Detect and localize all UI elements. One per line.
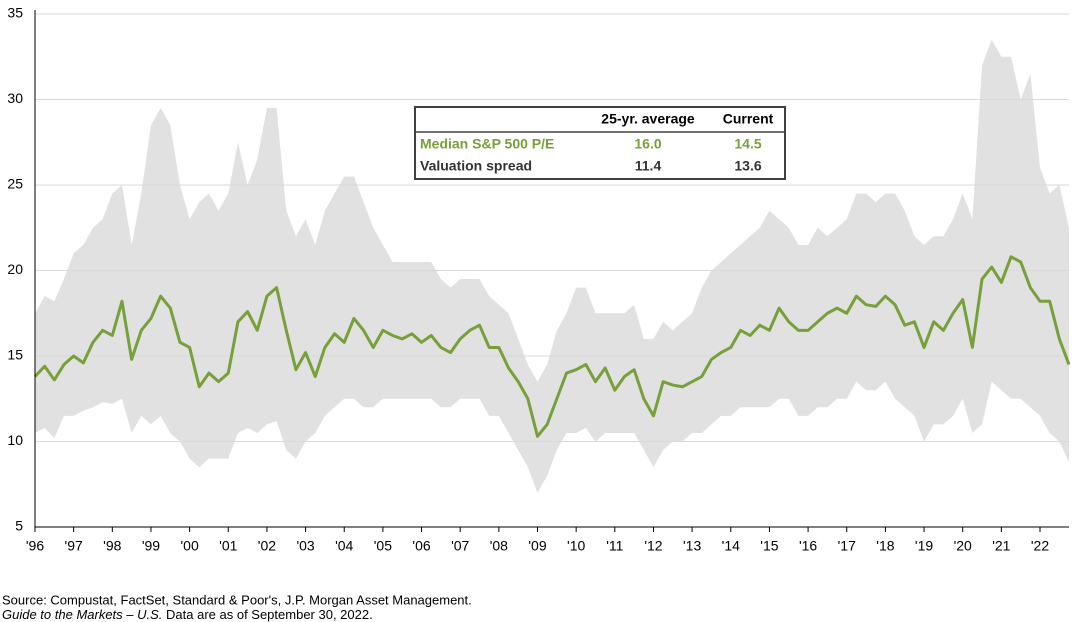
note-text: Data are as of September 30, 2022. <box>162 607 372 622</box>
x-tick-label: '21 <box>992 538 1010 554</box>
table-box <box>414 106 786 180</box>
x-tick-label: '05 <box>374 538 392 554</box>
note-italic: Guide to the Markets – U.S. <box>2 607 162 622</box>
x-tick-label: '02 <box>258 538 276 554</box>
y-tick-label: 5 <box>15 518 23 534</box>
pe-line <box>33 255 1071 438</box>
table-cell: 14.5 <box>734 136 761 152</box>
table-cell: Median S&P 500 P/E <box>420 136 554 152</box>
x-tick-label: '03 <box>296 538 314 554</box>
x-tick-label: '99 <box>142 538 160 554</box>
x-tick-label: '01 <box>219 538 237 554</box>
x-tick-label: '18 <box>876 538 894 554</box>
y-tick-label: 30 <box>7 90 23 106</box>
x-tick-label: '22 <box>1031 538 1049 554</box>
x-tick-label: '07 <box>451 538 469 554</box>
x-tick-label: '08 <box>490 538 508 554</box>
valuation-band <box>35 39 1069 493</box>
x-tick-label: '00 <box>180 538 198 554</box>
x-tick-label: '17 <box>838 538 856 554</box>
x-tick-label: '96 <box>26 538 44 554</box>
x-tick-label: '09 <box>528 538 546 554</box>
table-cell: Valuation spread <box>420 158 532 174</box>
x-tick-label: '98 <box>103 538 121 554</box>
x-tick-label: '15 <box>760 538 778 554</box>
y-tick-label: 20 <box>7 261 23 277</box>
source: Source: Compustat, FactSet, Standard & P… <box>2 592 472 607</box>
x-tick-label: '12 <box>644 538 662 554</box>
x-tick-label: '11 <box>606 538 623 554</box>
x-tick-label: '10 <box>567 538 585 554</box>
x-tick-label: '20 <box>954 538 972 554</box>
table-cell: 11.4 <box>635 158 662 174</box>
table-cell: 16.0 <box>634 136 661 152</box>
table-header: 25-yr. average <box>601 111 695 127</box>
y-tick-label: 15 <box>7 347 23 363</box>
y-tick-label: 10 <box>7 432 23 448</box>
y-tick-label: 35 <box>7 5 23 21</box>
summary-table: 25-yr. average Current Median S&P 500 P/E 1… <box>414 106 786 180</box>
x-tick-label: '13 <box>683 538 701 554</box>
y-tick-label: 25 <box>7 176 23 192</box>
table-header: Current <box>723 111 774 127</box>
x-tick-label: '16 <box>799 538 817 554</box>
x-tick-label: '19 <box>915 538 933 554</box>
table-cell: 13.6 <box>734 158 761 174</box>
x-tick-label: '97 <box>65 538 83 554</box>
x-tick-label: '14 <box>722 538 740 554</box>
x-tick-label: '06 <box>412 538 430 554</box>
note: Guide to the Markets – U.S. Data are as … <box>2 607 373 622</box>
x-tick-label: '04 <box>335 538 353 554</box>
